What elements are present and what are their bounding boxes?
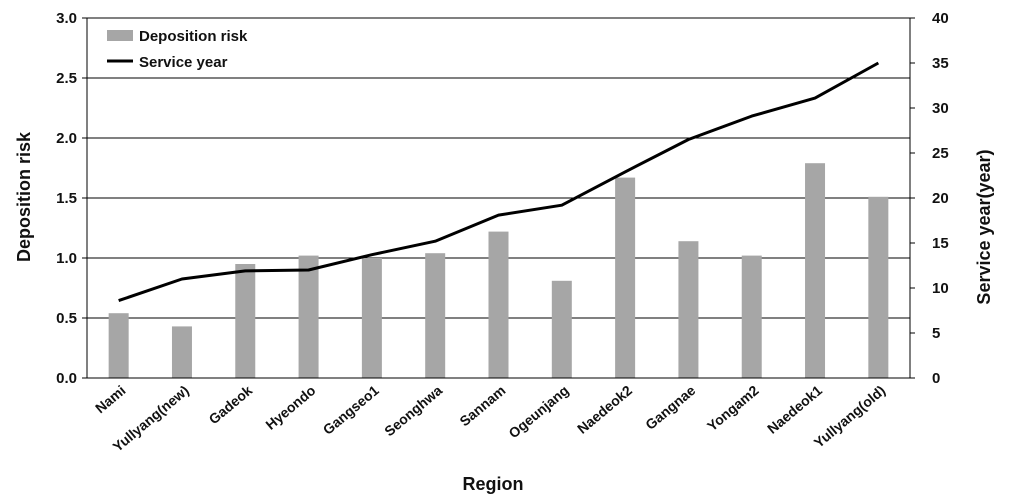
y-tick-label: 0.5 (56, 310, 77, 327)
service-year-line (118, 61, 880, 303)
bar-gadeok (235, 264, 256, 378)
y-tick-label: 3.0 (56, 10, 77, 27)
bar-yullyang-new- (171, 326, 192, 378)
y2-tick-label: 35 (932, 55, 949, 72)
grid-lines (87, 17, 910, 319)
x-category-label: Ogeunjang (505, 382, 571, 441)
left-axis-ticks: 0.0 0.5 1.0 1.5 2.0 2.5 3.0 (56, 10, 87, 387)
legend-label-deposition-risk: Deposition risk (139, 28, 248, 45)
y2-tick-label: 40 (932, 10, 949, 27)
x-category-label: Gangnae (642, 382, 698, 433)
y2-axis-title: Service year(year) (974, 149, 994, 304)
bar-sannam (488, 231, 509, 378)
y-tick-label: 1.5 (56, 190, 77, 207)
bar-ogeunjang (551, 280, 572, 378)
x-category-label: Hyeondo (262, 382, 318, 433)
x-category-label: Seonghwa (381, 382, 445, 439)
bar-yongam2 (741, 255, 762, 378)
y-tick-label: 2.5 (56, 70, 77, 87)
right-axis-ticks: 0 5 10 15 20 25 30 35 40 (910, 10, 949, 387)
bar-hyeondo (298, 255, 319, 378)
y2-tick-label: 5 (932, 325, 940, 342)
x-category-label: Nami (92, 382, 129, 416)
x-category-label: Gadeok (206, 382, 256, 427)
line-series-service-year (118, 61, 880, 303)
y-tick-label: 1.0 (56, 250, 77, 267)
bar-nami (108, 313, 129, 378)
bar-yullyang-old- (868, 196, 889, 378)
bar-seonghwa (425, 253, 446, 378)
bar-naedeok1 (805, 163, 826, 378)
y2-tick-label: 25 (932, 145, 949, 162)
y2-tick-label: 15 (932, 235, 949, 252)
bar-series-deposition-risk (108, 163, 889, 378)
bar-gangnae (678, 241, 699, 378)
y-axis-title: Deposition risk (14, 131, 34, 262)
x-category-label: Yongam2 (704, 382, 762, 434)
x-axis-title: Region (463, 474, 524, 494)
y2-tick-label: 0 (932, 370, 940, 387)
y-tick-label: 2.0 (56, 130, 77, 147)
y2-tick-label: 30 (932, 100, 949, 117)
legend-label-service-year: Service year (139, 54, 228, 71)
x-category-label: Sannam (456, 382, 508, 429)
bar-naedeok2 (615, 177, 636, 378)
bar-gangseo1 (361, 258, 382, 378)
y2-tick-label: 10 (932, 280, 949, 297)
y2-tick-label: 20 (932, 190, 949, 207)
x-category-label: Naedeok2 (574, 382, 635, 437)
y-tick-label: 0.0 (56, 370, 77, 387)
x-category-label: Gangseo1 (320, 382, 382, 438)
legend: Deposition risk Service year (107, 28, 248, 71)
legend-swatch-bar (107, 30, 133, 41)
x-category-label: Naedeok1 (764, 382, 825, 437)
